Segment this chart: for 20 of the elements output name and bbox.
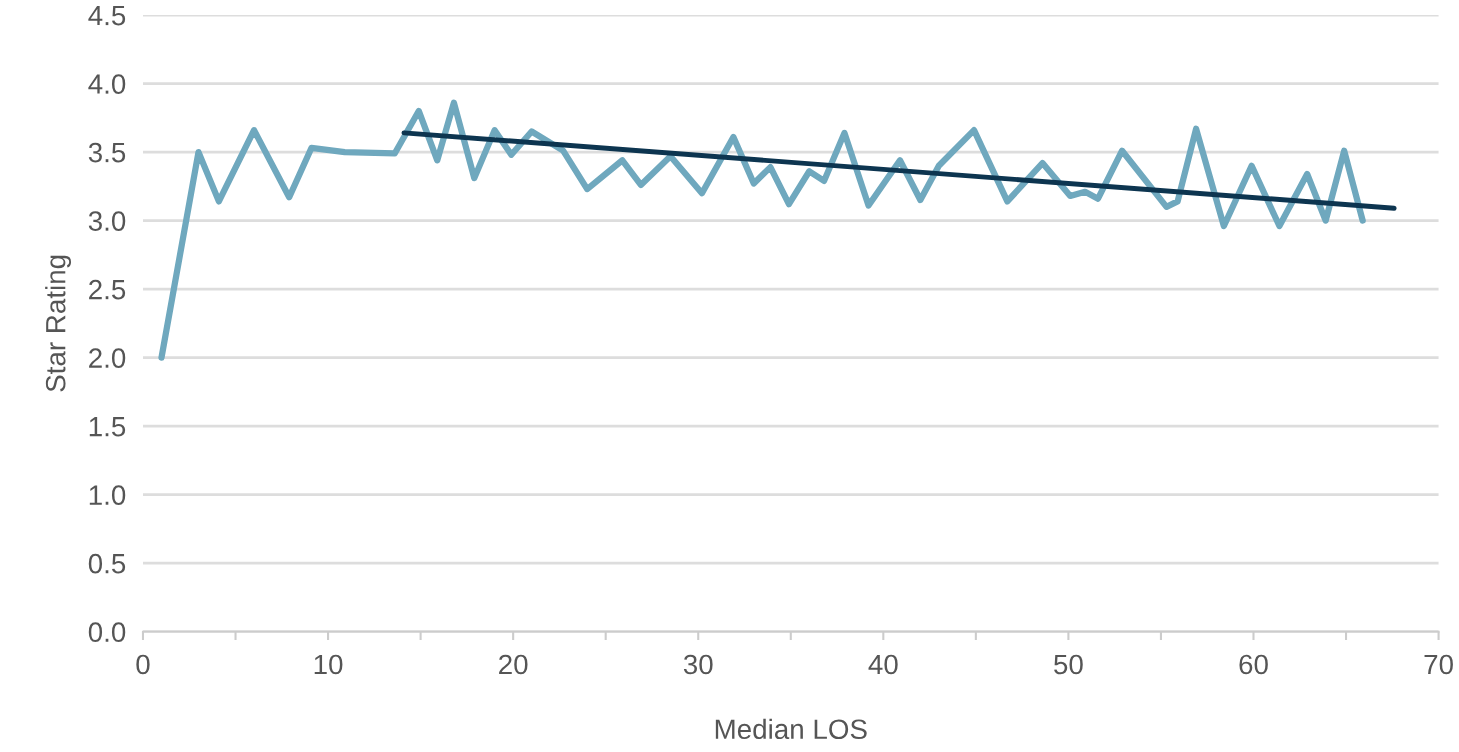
x-tick-label: 60 bbox=[1239, 654, 1268, 675]
x-tick-label: 20 bbox=[499, 654, 528, 675]
y-tick-label: 4.0 bbox=[88, 74, 126, 94]
x-tick-label: 70 bbox=[1424, 654, 1453, 675]
y-tick-label: 2.0 bbox=[89, 348, 126, 368]
y-axis-title: Star Rating bbox=[45, 255, 72, 392]
y-tick-label: 4.5 bbox=[88, 5, 126, 26]
y-tick-label: 3.0 bbox=[88, 211, 126, 231]
x-tick-label: 50 bbox=[1054, 654, 1083, 675]
y-tick-label: 0.5 bbox=[88, 553, 126, 574]
y-tick-label: 0.0 bbox=[88, 622, 126, 643]
y-tick-label: 1.5 bbox=[89, 417, 126, 437]
x-axis-title: Median LOS bbox=[715, 718, 867, 740]
y-tick-label: 1.0 bbox=[89, 485, 126, 505]
x-tick-label: 40 bbox=[868, 654, 898, 675]
x-tick-label: 0 bbox=[136, 654, 150, 675]
x-tick-label: 10 bbox=[314, 654, 343, 675]
y-tick-label: 3.5 bbox=[88, 142, 126, 163]
y-tick-label: 2.5 bbox=[89, 279, 126, 300]
x-tick-label: 30 bbox=[683, 654, 713, 675]
